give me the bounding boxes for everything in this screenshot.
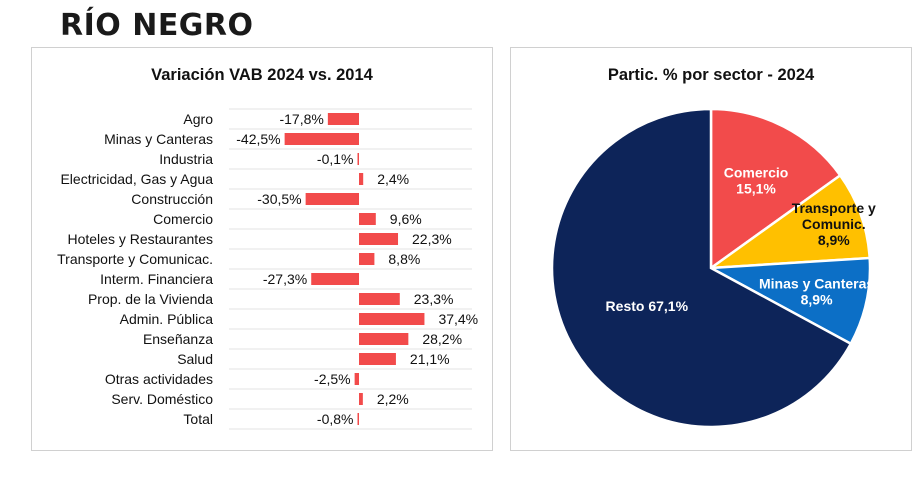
bar-interm-financiera (311, 273, 359, 285)
slice-comercio (709, 107, 842, 271)
value-label: -0,8% (317, 411, 354, 427)
bar-chart-title: Variación VAB 2024 vs. 2014 (151, 66, 373, 84)
category-label: Otras actividades (105, 371, 213, 387)
category-label: Interm. Financiera (100, 271, 213, 287)
value-label: -42,5% (236, 131, 280, 147)
value-label: 22,3% (412, 231, 452, 247)
value-label: -17,8% (279, 111, 323, 127)
slice-resto (550, 107, 853, 429)
value-label: -30,5% (257, 191, 301, 207)
value-label: -27,3% (263, 271, 307, 287)
bar-admin-publica (359, 313, 425, 325)
category-label: Total (183, 411, 213, 427)
slice-label-minas-y-canteras: Minas y Canteras 8,9% (759, 275, 874, 307)
category-label: Hoteles y Restaurantes (67, 231, 213, 247)
category-label: Transporte y Comunicac. (57, 251, 213, 267)
bar-chart-panel: Variación VAB 2024 vs. 2014 Agro Minas y … (31, 47, 493, 451)
bar-total (357, 413, 359, 425)
value-label: 9,6% (390, 211, 422, 227)
value-label: 21,1% (410, 351, 450, 367)
bar-otras-actividades (354, 373, 359, 385)
value-label: 28,2% (422, 331, 462, 347)
pie-chart-title: Partic. % por sector - 2024 (608, 66, 815, 84)
value-label: -0,1% (317, 151, 354, 167)
slice-label-resto: Resto 67,1% (606, 298, 689, 314)
value-label: 2,4% (377, 171, 409, 187)
bar-construccion (305, 193, 359, 205)
category-label: Salud (177, 351, 213, 367)
category-label: Agro (183, 111, 213, 127)
slice-minas-y-canteras (706, 256, 872, 346)
bar-comercio (359, 213, 376, 225)
category-label: Industria (159, 151, 213, 167)
bar-hoteles-y-restaurantes (359, 233, 399, 245)
bar-prop-de-la-vivienda (359, 293, 400, 305)
category-label: Admin. Pública (120, 311, 214, 327)
bar-industria (357, 153, 359, 165)
bar-agro (327, 113, 359, 125)
category-label: Construcción (131, 191, 213, 207)
value-label: 37,4% (438, 311, 478, 327)
category-label: Electricidad, Gas y Agua (60, 171, 213, 187)
slice-label-transporte-y-comunic: Transporte y Comunic. 8,9% (792, 200, 876, 248)
category-label: Comercio (153, 211, 213, 227)
bar-electricidad-gas-y-agua (359, 173, 364, 185)
page-title: RÍO NEGRO (60, 8, 254, 43)
value-label: -2,5% (314, 371, 351, 387)
slice-label-comercio: Comercio 15,1% (724, 164, 789, 196)
bar-ensenanza (359, 333, 409, 345)
pie-chart: Partic. % por sector - 2024 Comercio 15,1… (550, 66, 876, 429)
bar-transporte-y-comunicac (359, 253, 375, 265)
category-label: Enseñanza (143, 331, 213, 347)
pie-chart-panel: Partic. % por sector - 2024 Comercio 15,1… (510, 47, 912, 451)
category-label: Prop. de la Vivienda (88, 291, 213, 307)
bar-serv-domestico (359, 393, 363, 405)
value-label: 2,2% (377, 391, 409, 407)
slice-transporte-y-comunic (706, 173, 872, 270)
bar-salud (359, 353, 396, 365)
bar-minas-y-canteras (284, 133, 359, 145)
category-label: Serv. Doméstico (111, 391, 213, 407)
bar-chart: Variación VAB 2024 vs. 2014 Agro Minas y … (57, 66, 478, 430)
category-label: Minas y Canteras (104, 131, 213, 147)
value-label: 23,3% (414, 291, 454, 307)
value-label: 8,8% (388, 251, 420, 267)
